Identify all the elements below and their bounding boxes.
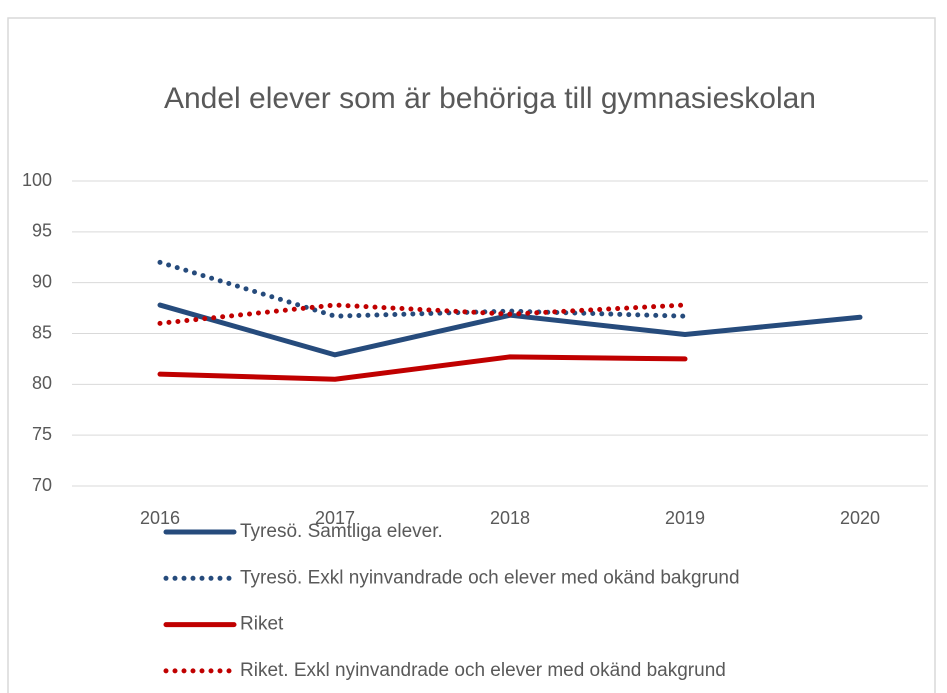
- legend-label: Tyresö. Exkl nyinvandrade och elever med…: [240, 567, 740, 588]
- chart-title: Andel elever som är behöriga till gymnas…: [164, 82, 816, 115]
- series-line: [157, 302, 688, 326]
- y-tick-label: 85: [32, 322, 52, 342]
- series-line: [157, 354, 688, 382]
- chart-frame: [7, 17, 936, 693]
- y-tick-label: 100: [22, 170, 52, 190]
- y-tick-label: 90: [32, 271, 52, 291]
- legend-label: Riket. Exkl nyinvandrade och elever med …: [240, 660, 726, 681]
- series-line: [157, 259, 688, 319]
- y-tick-label: 95: [32, 221, 52, 241]
- x-tick-label: 2016: [140, 508, 180, 528]
- x-tick-label: 2019: [665, 508, 705, 528]
- y-tick-label: 80: [32, 373, 52, 393]
- legend-label: Riket: [240, 614, 284, 635]
- x-tick-label: 2018: [490, 508, 530, 528]
- x-tick-label: 2020: [840, 508, 880, 528]
- y-tick-label: 75: [32, 424, 52, 444]
- x-tick-label: 2017: [315, 508, 355, 528]
- legend-label: Tyresö. Samtliga elever.: [240, 521, 443, 542]
- y-tick-label: 70: [32, 475, 52, 495]
